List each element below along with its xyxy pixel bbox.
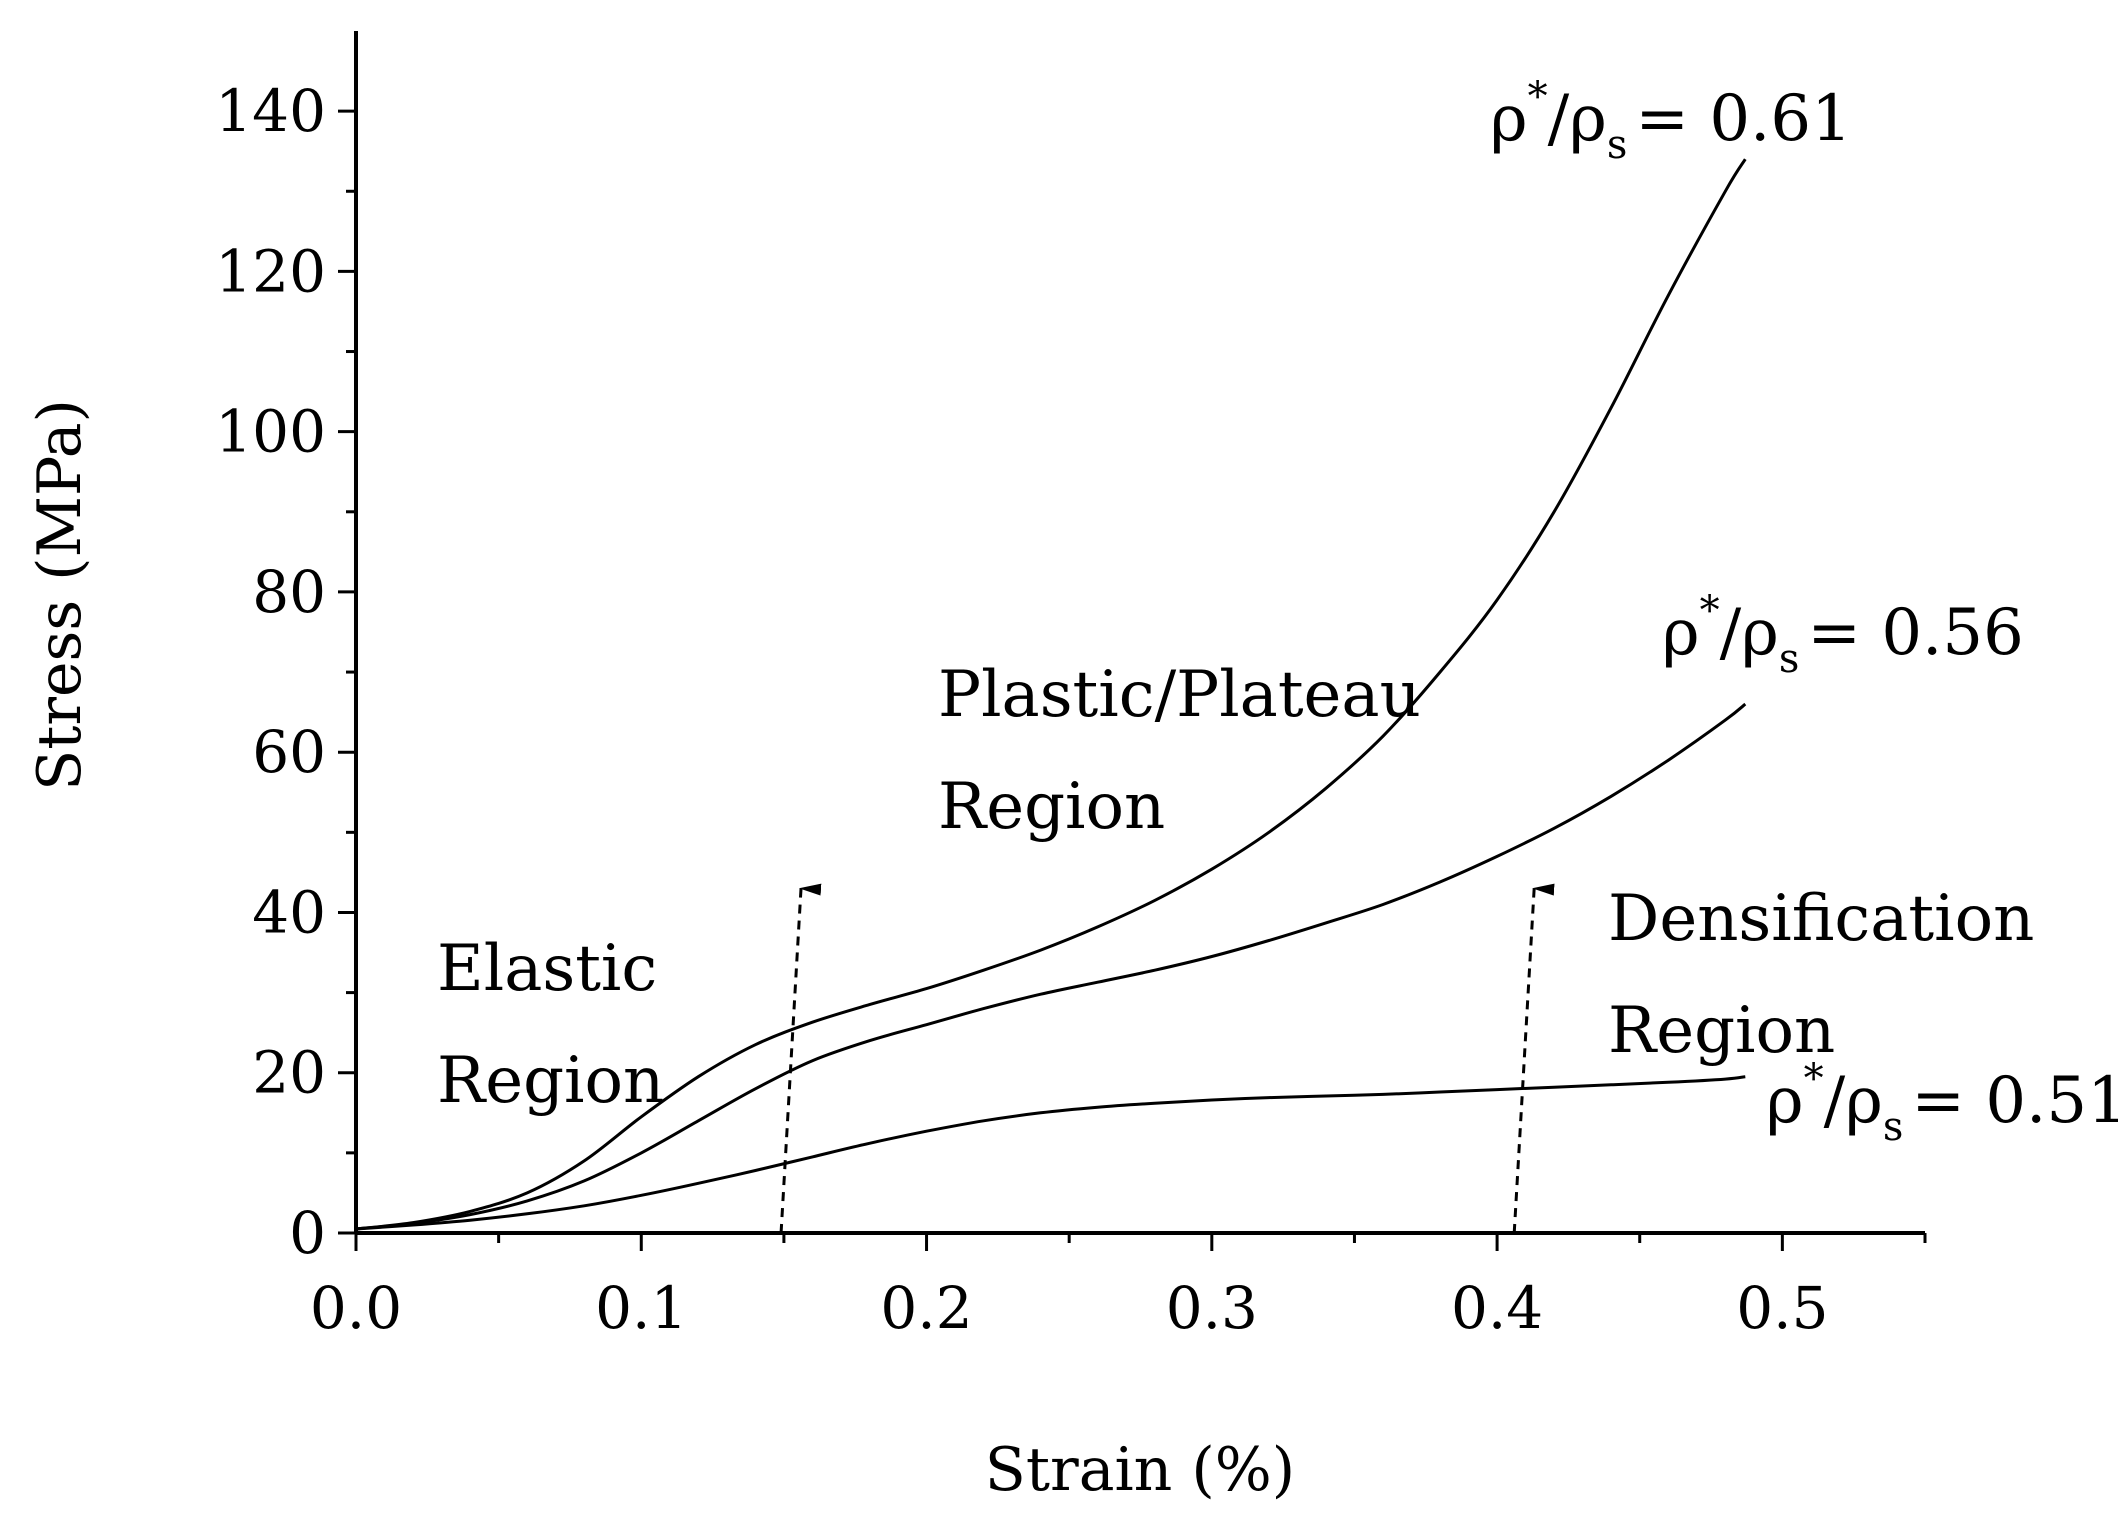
y-tick-label: 100 xyxy=(215,398,326,466)
y-tick-label: 20 xyxy=(252,1039,326,1107)
x-tick-label: 0.0 xyxy=(310,1274,402,1342)
y-tick-label: 80 xyxy=(252,558,326,626)
annotation-densification-region: Densification Region xyxy=(1608,882,2034,1068)
x-axis-title: Strain (%) xyxy=(985,1435,1295,1505)
region-arrow-1 xyxy=(779,883,822,1234)
y-tick-label: 60 xyxy=(252,718,326,786)
annotation-plastic-plateau-region: Plastic/Plateau Region xyxy=(938,658,1421,844)
x-tick-label: 0.2 xyxy=(880,1274,972,1342)
y-axis-title: Stress (MPa) xyxy=(25,399,95,791)
x-tick-label: 0.1 xyxy=(595,1274,687,1342)
series-label-0-51: ρ*/ρs = 0.51 xyxy=(1766,1056,2118,1150)
y-tick-label: 40 xyxy=(252,878,326,946)
x-tick-label: 0.3 xyxy=(1166,1274,1258,1342)
y-tick-label: 120 xyxy=(215,237,326,305)
x-tick-label: 0.4 xyxy=(1451,1274,1543,1342)
series-line-0-51 xyxy=(355,1075,1746,1231)
series-line-0-61 xyxy=(355,158,1747,1231)
annotation-elastic-region: Elastic Region xyxy=(437,932,664,1118)
series-label-0-56: ρ*/ρs = 0.56 xyxy=(1662,588,2024,682)
series-line-0-56 xyxy=(355,702,1747,1231)
y-tick-label: 0 xyxy=(289,1199,326,1267)
series-label-0-61: ρ*/ρs = 0.61 xyxy=(1490,74,1852,168)
y-tick-label: 140 xyxy=(215,77,326,145)
region-arrow-2 xyxy=(1512,883,1555,1234)
x-tick-label: 0.5 xyxy=(1736,1274,1828,1342)
